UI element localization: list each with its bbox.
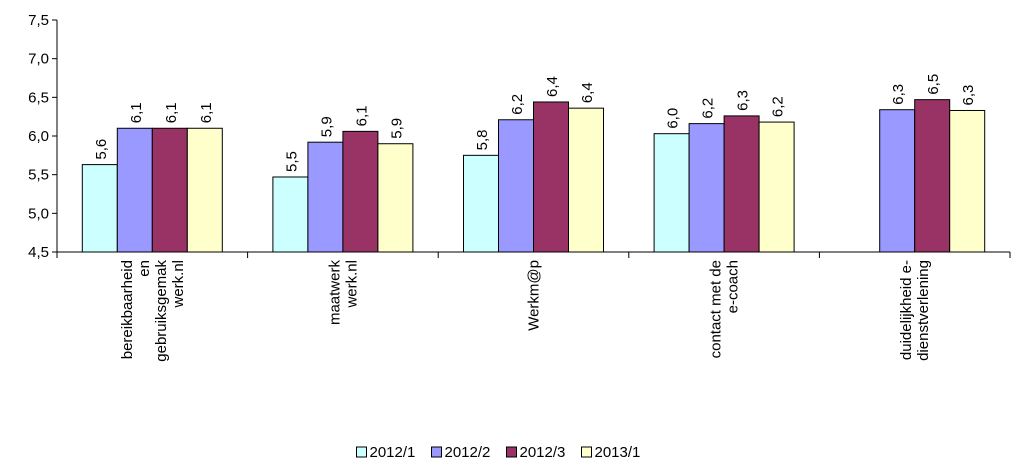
bar (723, 115, 760, 253)
bar (186, 127, 223, 253)
bar (463, 154, 499, 253)
x-tick-label: maatwerk (326, 260, 343, 326)
legend-label: 2013/1 (595, 444, 641, 461)
bar (568, 107, 604, 253)
value-label: 6,2 (509, 94, 526, 115)
bar (151, 127, 188, 253)
value-label: 6,5 (925, 74, 942, 95)
value-label: 5,9 (318, 116, 335, 137)
bar (116, 127, 153, 253)
x-tick-label: werk.nl (170, 260, 187, 309)
value-label: 6,2 (700, 98, 717, 119)
x-tick-label: gebruiksgemak (153, 260, 170, 362)
value-label: 5,9 (388, 118, 405, 139)
bar (377, 143, 414, 253)
y-tick-label: 7,0 (28, 51, 49, 68)
value-label: 6,2 (770, 96, 787, 117)
y-tick-label: 6,5 (28, 89, 49, 106)
value-label: 6,1 (128, 102, 145, 123)
value-label: 5,6 (93, 139, 110, 160)
legend-label: 2012/3 (520, 444, 566, 461)
value-label: 6,1 (163, 102, 180, 123)
legend-swatch (431, 446, 442, 458)
legend-label: 2012/2 (445, 444, 491, 461)
y-tick-label: 7,5 (28, 12, 49, 29)
bar (342, 130, 379, 253)
bar (653, 133, 690, 253)
x-tick-label: bereikbaarheid (119, 260, 136, 359)
value-label: 6,1 (198, 102, 215, 123)
value-label: 5,8 (474, 129, 491, 150)
bar (272, 176, 309, 253)
legend-swatch (356, 446, 367, 458)
bar (949, 109, 986, 253)
legend-label: 2012/1 (370, 444, 416, 461)
value-label: 6,3 (890, 84, 907, 105)
y-tick-label: 6,0 (28, 128, 49, 145)
y-tick-label: 5,5 (28, 167, 49, 184)
legend-swatch (581, 446, 592, 458)
bar (533, 101, 569, 253)
x-tick-label: en (136, 260, 153, 277)
value-label: 6,1 (353, 106, 370, 127)
value-label: 5,5 (283, 151, 300, 172)
x-tick-label: e-coach (725, 260, 742, 313)
value-label: 6,3 (960, 85, 977, 106)
bar (81, 164, 118, 253)
x-tick-label: duidelijkheid e- (898, 260, 915, 360)
x-tick-label: werk.nl (343, 260, 360, 309)
bar (688, 123, 725, 253)
bar (307, 141, 344, 253)
bar (914, 99, 951, 253)
bar (879, 109, 916, 253)
bar (498, 119, 534, 253)
legend-swatch (506, 446, 517, 458)
bar (758, 121, 795, 253)
x-tick-label: contact met de (708, 260, 725, 358)
value-label: 6,4 (579, 82, 596, 103)
value-label: 6,4 (544, 76, 561, 97)
x-tick-label: Werkm@p (526, 260, 543, 331)
y-tick-label: 4,5 (28, 244, 49, 261)
value-label: 6,0 (665, 108, 682, 129)
x-tick-label: dienstverlening (915, 260, 932, 361)
y-tick-label: 5,0 (28, 205, 49, 222)
value-label: 6,3 (735, 90, 752, 111)
